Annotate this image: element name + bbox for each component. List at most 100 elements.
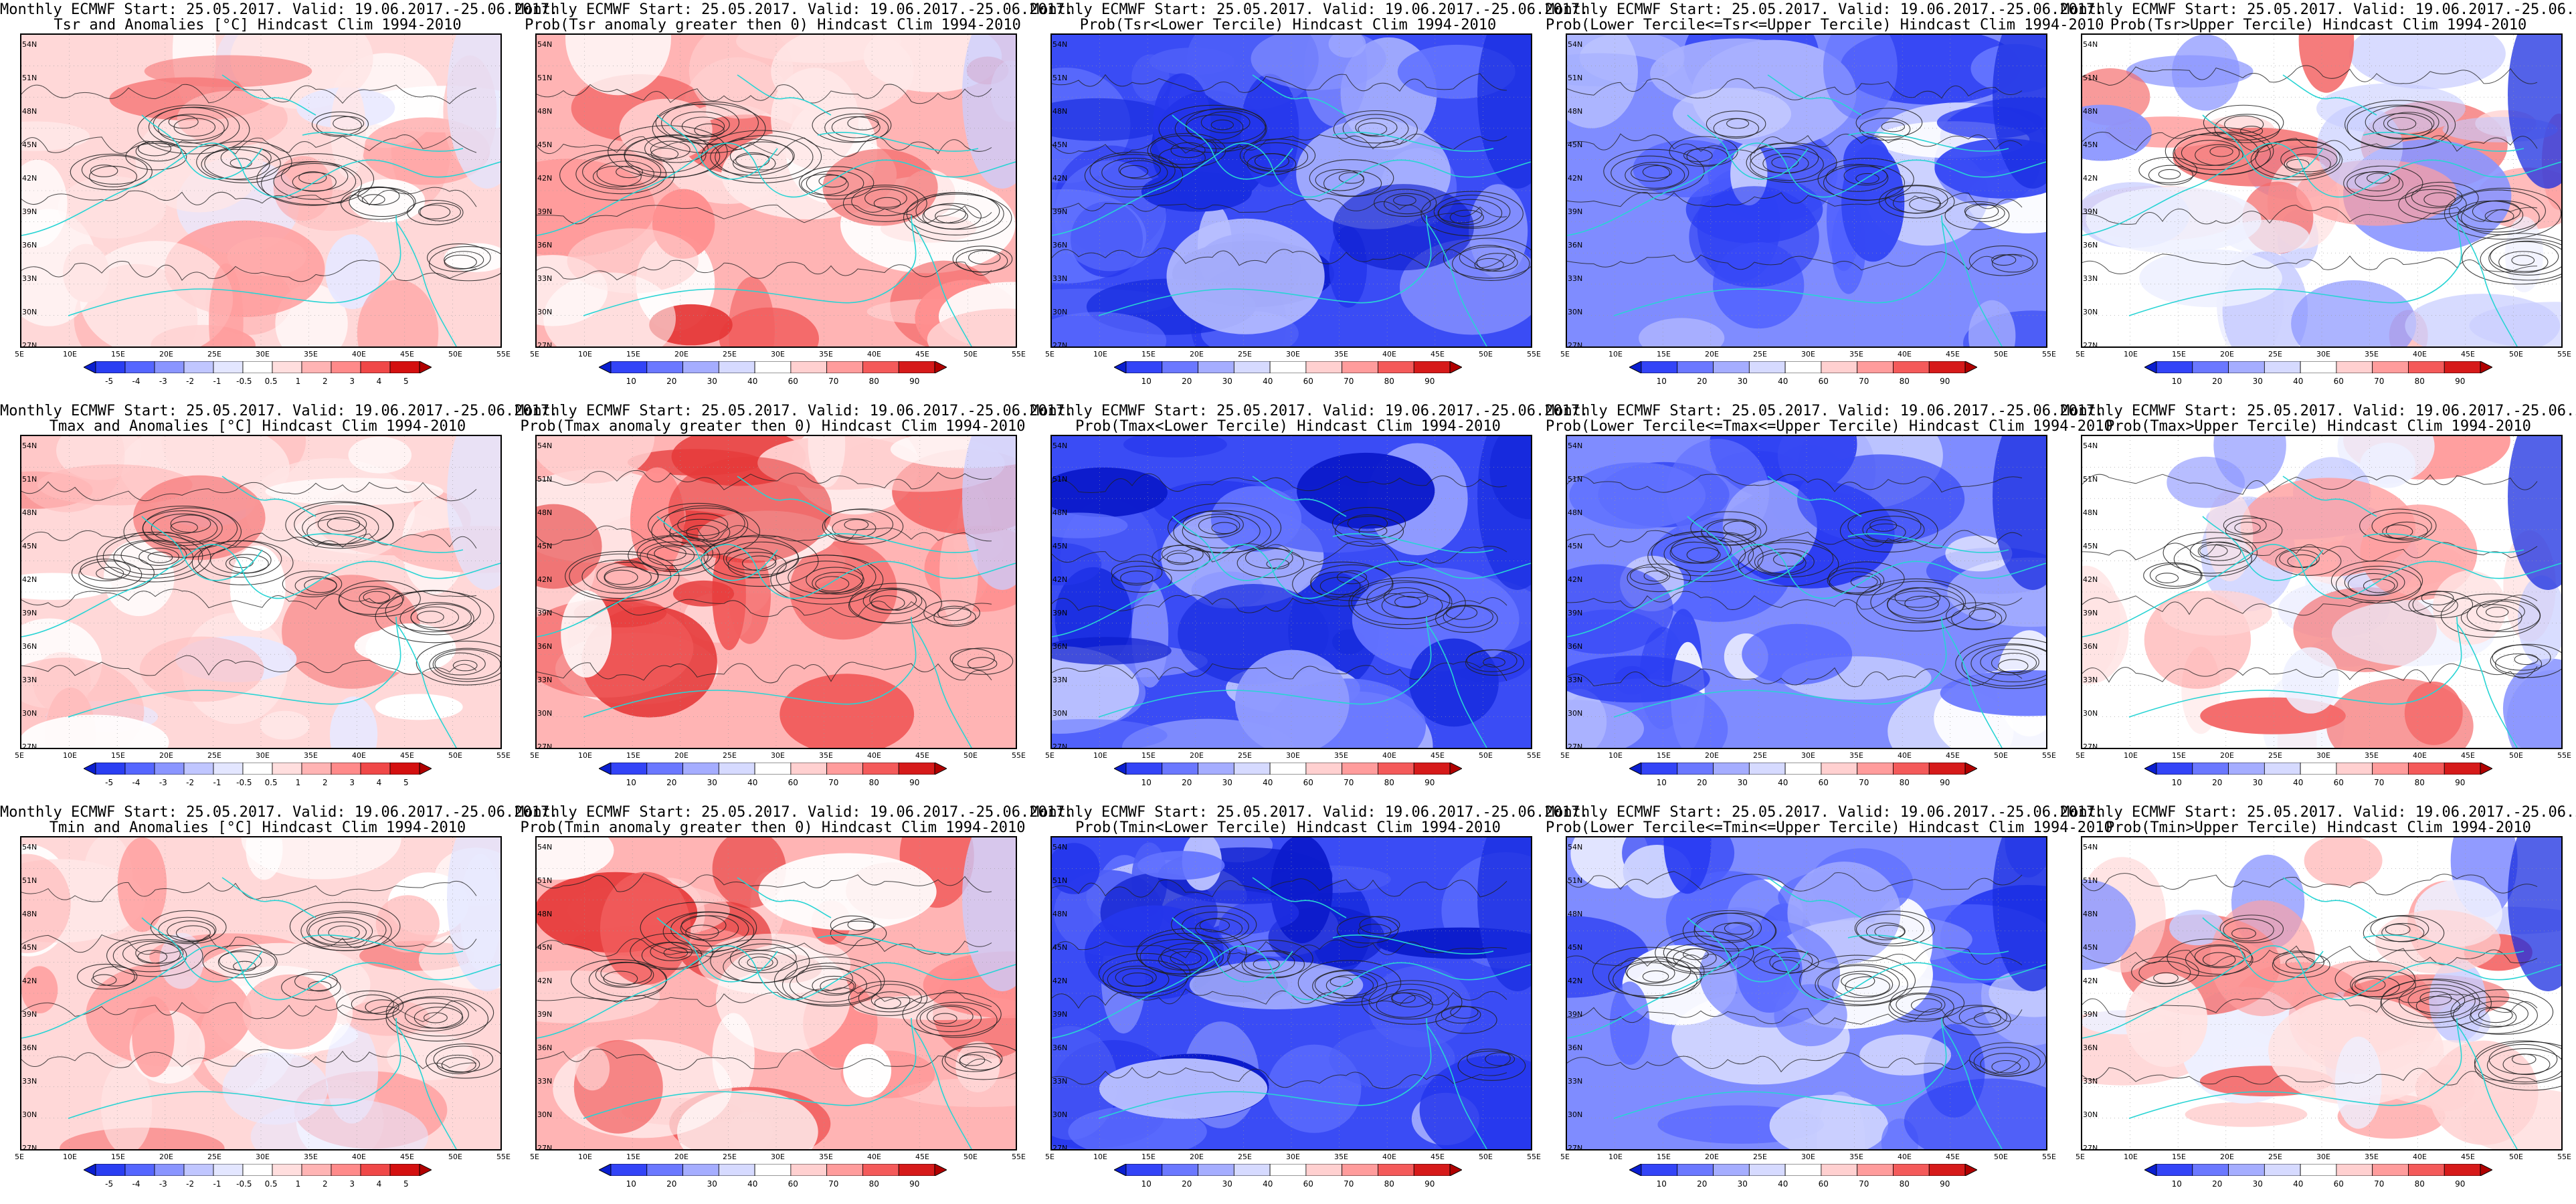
contour-line (1642, 165, 1672, 179)
coastline (21, 945, 500, 1039)
longitude-tick-label: 25E (1753, 1152, 1767, 1161)
longitude-tick-label: 30E (256, 1152, 270, 1161)
contour-line (1946, 602, 2007, 629)
coastline (656, 516, 778, 581)
colorbar-label: 40 (2293, 377, 2304, 386)
colorbar-swatch (2192, 361, 2229, 374)
latitude-tick-label: 45N (2083, 943, 2098, 952)
colorbar-swatch (272, 762, 302, 775)
contour-line (944, 1046, 1003, 1072)
coastline (1847, 533, 2009, 553)
contour-line (636, 536, 713, 571)
contour-line (157, 114, 225, 144)
colorbar-swatch (1269, 1163, 1307, 1177)
contour-line (596, 161, 654, 187)
contour-line (21, 655, 477, 676)
contour-line (1815, 964, 1908, 1005)
panel-subtitle: Prob(Tsr<Lower Tercile) Hindcast Clim 19… (1079, 17, 1497, 33)
contour-line (1315, 169, 1365, 191)
longitude-tick-label: 10E (63, 1152, 77, 1161)
contour-line (812, 975, 856, 996)
contour-line (167, 920, 215, 942)
contour-line (135, 140, 182, 162)
latitude-tick-label: 36N (537, 241, 553, 249)
colorbar-swatch (419, 762, 433, 775)
colorbar-label: 90 (2455, 377, 2466, 386)
longitude-tick-label: 35E (1334, 350, 1348, 359)
contour-line (2363, 915, 2445, 951)
field-shading (2206, 490, 2253, 582)
field-shading (1769, 1094, 1888, 1149)
longitude-tick-label: 35E (304, 1152, 318, 1161)
coastline (302, 132, 464, 152)
contour-line (1683, 148, 1713, 163)
coastline (1098, 616, 1432, 718)
field-shading (2359, 442, 2416, 488)
contour-line (81, 155, 148, 185)
forecast-map (1566, 33, 2047, 348)
coastline (1426, 221, 1487, 346)
contour-line (217, 949, 276, 975)
colorbar-swatch (1305, 361, 1343, 374)
contour-line (703, 536, 799, 579)
contour-line (2330, 561, 2423, 601)
colorbar-label: 80 (2414, 778, 2425, 787)
longitude-tick-label: 35E (2365, 751, 2379, 760)
coastline (911, 1024, 972, 1149)
contour-line (686, 524, 720, 540)
colorbar-swatch (82, 1163, 96, 1177)
latitude-tick-label: 39N (537, 1010, 553, 1019)
contour-line (640, 902, 757, 954)
field-shading (1993, 837, 2046, 991)
longitude-tick-label: 10E (1093, 350, 1107, 359)
field-shading (1419, 1055, 1531, 1149)
contour-line (170, 521, 198, 534)
longitude-tick-label: 40E (1382, 751, 1396, 760)
longitude-tick-label: 20E (2220, 1152, 2234, 1161)
latitude-tick-label: 48N (2083, 508, 2098, 517)
colorbar-swatch (1233, 361, 1271, 374)
colorbar-swatch (95, 361, 126, 374)
field-shading (1567, 700, 1644, 748)
contour-line (1199, 918, 1230, 932)
colorbar-label: 40 (1263, 778, 1273, 787)
colorbar-label: 80 (1384, 377, 1394, 386)
latitude-tick-label: 36N (1568, 642, 1583, 651)
contour-line (2219, 914, 2284, 943)
forecast-panel: Monthly ECMWF Start: 25.05.2017. Valid: … (1030, 401, 1588, 803)
contour-line (201, 148, 270, 180)
contour-line (646, 544, 695, 567)
contour-line (1643, 570, 1668, 582)
contour-line (1118, 160, 1161, 179)
longitude-tick-label: 5E (1045, 751, 1054, 760)
contour-line (404, 1003, 463, 1029)
map-canvas (1567, 35, 2046, 346)
colorbar-swatch (213, 1163, 244, 1177)
latitude-tick-label: 36N (2083, 1043, 2098, 1052)
contour-line (175, 925, 211, 941)
colorbar-label: 20 (1697, 1179, 1708, 1189)
contour-line (429, 647, 500, 682)
field-shading (1052, 843, 1100, 894)
longitude-tick-label: 25E (723, 1152, 737, 1161)
colorbar-swatch (2143, 1163, 2157, 1177)
longitude-tick-label: 50E (1479, 751, 1493, 760)
latitude-tick-label: 54N (537, 441, 553, 450)
latitude-tick-label: 27N (537, 1144, 553, 1152)
latitude-tick-label: 54N (22, 441, 37, 450)
contour-line (2082, 542, 2538, 562)
contour-line (1319, 577, 1361, 595)
colorbar-label: 40 (2293, 1179, 2304, 1189)
contour-line (681, 116, 725, 136)
colorbar-label: 30 (1222, 1179, 1232, 1189)
longitude-tick-label: 50E (1479, 1152, 1493, 1161)
longitude-tick-label: 35E (819, 350, 833, 359)
longitude-tick-label: 35E (1849, 350, 1863, 359)
contour-line (2202, 952, 2236, 967)
latitude-tick-label: 30N (22, 308, 37, 316)
contour-line (1438, 199, 1503, 227)
contour-line (1682, 910, 1776, 952)
colorbar-swatch (1964, 762, 1979, 775)
longitude-tick-label: 5E (530, 751, 539, 760)
colorbar-label: 3 (349, 778, 355, 787)
